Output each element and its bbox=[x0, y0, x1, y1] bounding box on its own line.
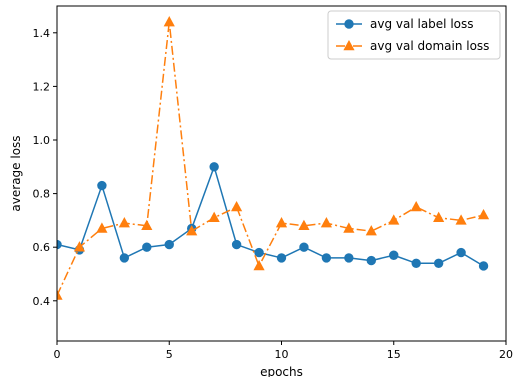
data-point bbox=[343, 222, 355, 233]
data-point bbox=[186, 225, 198, 236]
x-tick-label: 10 bbox=[275, 348, 289, 361]
data-point bbox=[365, 225, 377, 236]
y-tick-label: 0.6 bbox=[33, 241, 51, 254]
legend: avg val label loss avg val domain loss bbox=[327, 10, 501, 60]
data-point bbox=[478, 261, 489, 271]
y-axis-label: average loss bbox=[9, 135, 23, 211]
data-point bbox=[163, 16, 175, 27]
legend-marker bbox=[343, 39, 355, 51]
series-line bbox=[57, 21, 484, 296]
data-point bbox=[231, 239, 242, 250]
legend-label: avg val domain loss bbox=[370, 39, 489, 53]
data-point bbox=[321, 253, 332, 263]
data-point bbox=[320, 217, 332, 228]
data-point bbox=[141, 219, 153, 231]
y-tick-label: 0.4 bbox=[33, 295, 51, 308]
legend-marker bbox=[344, 19, 354, 29]
data-point bbox=[477, 208, 490, 220]
data-point bbox=[389, 250, 399, 260]
data-point bbox=[455, 214, 467, 225]
data-point bbox=[208, 211, 220, 222]
y-tick-label: 1.2 bbox=[33, 80, 51, 93]
data-point bbox=[142, 242, 152, 252]
y-tick-label: 1.0 bbox=[33, 134, 51, 147]
data-point bbox=[97, 180, 107, 191]
series-2 bbox=[57, 16, 490, 300]
y-tick-label: 0.8 bbox=[33, 188, 51, 201]
x-tick-label: 0 bbox=[54, 348, 61, 361]
data-point bbox=[209, 162, 219, 172]
data-point bbox=[57, 289, 63, 300]
data-point bbox=[231, 200, 243, 212]
data-point bbox=[433, 211, 445, 222]
data-point bbox=[388, 214, 400, 225]
plot-layer bbox=[57, 16, 490, 300]
data-point bbox=[299, 242, 309, 252]
data-point bbox=[119, 253, 130, 263]
legend-entry: avg val label loss bbox=[336, 17, 474, 31]
data-point bbox=[164, 239, 174, 250]
series-line bbox=[57, 166, 484, 267]
data-point bbox=[344, 253, 354, 263]
data-point bbox=[411, 258, 421, 268]
data-point bbox=[118, 217, 130, 228]
series-1 bbox=[57, 162, 489, 271]
data-point bbox=[366, 255, 376, 266]
legend-box bbox=[327, 10, 501, 60]
data-point bbox=[57, 239, 62, 250]
data-point bbox=[253, 259, 265, 271]
data-point bbox=[254, 247, 264, 258]
data-point bbox=[410, 200, 422, 212]
data-point bbox=[73, 241, 86, 252]
data-point bbox=[276, 253, 287, 263]
data-point bbox=[275, 217, 288, 228]
x-axis-label: epochs bbox=[260, 365, 303, 377]
data-point bbox=[298, 219, 310, 231]
x-tick-label: 15 bbox=[387, 348, 401, 361]
x-tick-label: 5 bbox=[166, 348, 173, 361]
legend-entry: avg val domain loss bbox=[336, 39, 489, 53]
y-tick-label: 1.4 bbox=[33, 27, 51, 40]
legend-label: avg val label loss bbox=[370, 17, 474, 31]
data-point bbox=[456, 247, 466, 258]
data-point bbox=[433, 258, 444, 268]
x-tick-label: 20 bbox=[499, 348, 513, 361]
data-point bbox=[96, 222, 108, 233]
axes-layer: 0 5 10 15 20 0.4 0.6 0.8 1.0 1.2 1.4 bbox=[33, 5, 513, 361]
